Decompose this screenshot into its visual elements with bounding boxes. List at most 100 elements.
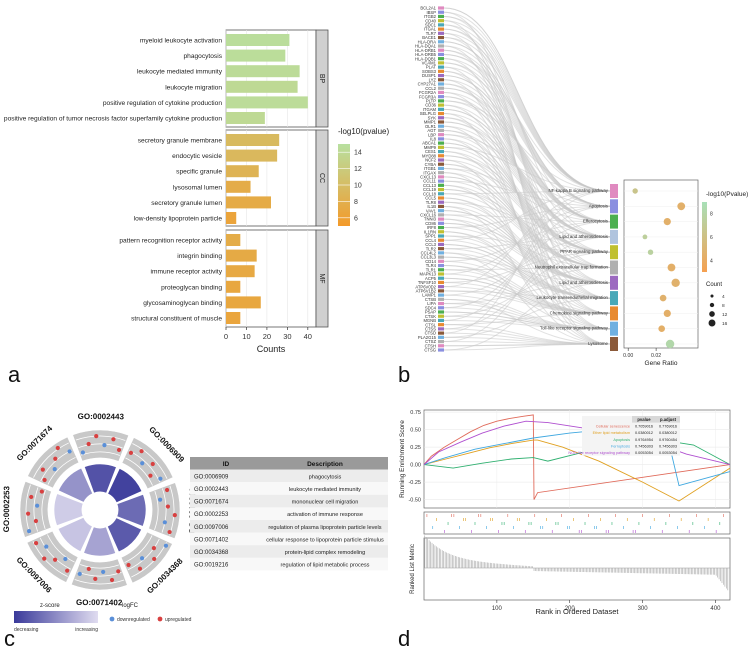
panel-a-term-label: secretory granule membrane	[138, 138, 223, 145]
panel-b-gene-label: ATP6V0D2	[415, 284, 436, 289]
panel-b-gene-label: BCL2A1	[420, 6, 436, 11]
panel-c-table-cell-id: GO:0071674	[194, 500, 229, 506]
panel-c-dot-down	[163, 543, 169, 548]
panel-b-gene-node	[438, 124, 444, 128]
panel-b-gene-node	[438, 90, 444, 95]
panel-b-gene-label: CCL19	[423, 187, 437, 192]
panel-b-gene-label: TLR1	[426, 267, 437, 272]
panel-a-term-label: pattern recognition receptor activity	[119, 238, 222, 245]
panel-c-zscore-segment	[116, 493, 147, 528]
panel-c-dot-up	[148, 473, 153, 478]
panel-b-sankey-link	[443, 155, 611, 238]
panel-c-ring-guide	[41, 490, 46, 530]
panel-b-gene-label: CTSH	[425, 343, 436, 348]
panel-a-legend-tick-label: 14	[354, 150, 362, 157]
panel-a-term-label: secretory granule lumen	[151, 200, 222, 207]
panel-b-sankey-link	[443, 66, 611, 207]
panel-b-gene-label: VAV1	[426, 208, 437, 213]
panel-c-table-cell-desc: mononuclear cell migration	[292, 500, 359, 506]
panel-b-dot	[677, 202, 686, 211]
panel-b-pathway-label: Leukocyte transendothelial migration	[536, 295, 608, 300]
panel-d-es-line	[423, 414, 731, 500]
panel-b-gene-label: CCL5	[425, 196, 436, 201]
panel-b-sankey-links	[443, 7, 611, 351]
panel-c-dot-down	[102, 443, 107, 448]
panel-c-dot-up	[139, 449, 144, 454]
panel-b-sankey-link	[443, 343, 611, 351]
panel-b-gene-node	[438, 35, 444, 40]
panel-b-sankey-link	[443, 201, 611, 238]
panel-c-dot-down	[101, 569, 106, 575]
panel-b-gene-label: CTSS	[425, 326, 436, 331]
panel-b-gene-label: CTSZ	[425, 339, 436, 344]
panel-b-gene-label: MYD88	[422, 153, 437, 158]
panel-a-bar	[226, 280, 241, 293]
panel-b-gene-label: HLA-DQA1	[415, 44, 437, 49]
panel-b-sankey-link	[443, 190, 611, 334]
panel-b-gene-node	[438, 263, 444, 268]
panel-c-dot-up	[42, 556, 47, 561]
panel-b-gene-label: DUSP1	[422, 73, 437, 78]
panel-d-table-header-pvalue: pvalue	[637, 417, 651, 422]
panel-b-dot	[663, 309, 671, 317]
panel-b-gene-node	[438, 137, 444, 141]
panel-b-pathway-node	[610, 184, 618, 198]
panel-b-size-label: 12	[722, 312, 728, 318]
panel-b-legend-colorbar	[702, 202, 707, 272]
panel-b-gene-node	[438, 187, 444, 192]
panel-b-gene-node	[438, 242, 444, 247]
panel-b-sankey-link	[443, 251, 611, 330]
panel-a-term-label: leukocyte migration	[165, 84, 222, 91]
panel-a-legend-title: -log10(pvalue)	[338, 127, 389, 136]
panel-b-gene-node	[438, 285, 444, 289]
panel-b-gene-label: LAMP1	[422, 293, 436, 298]
panel-b-gene-node	[438, 48, 444, 52]
panel-b-gene-node	[438, 162, 444, 166]
panel-c-dot-down	[52, 467, 57, 472]
panel-a-strip-MF	[315, 229, 329, 328]
panel-b-gene-label: ACP5	[425, 276, 437, 281]
panel-c-dot-up	[94, 433, 99, 439]
panel-b-pathway-label: Toll-like receptor signaling pathway	[540, 326, 609, 331]
panel-b-gene-label: TLR2	[426, 246, 437, 251]
panel-c-dot-down	[26, 529, 32, 534]
panel-b-gene-node	[438, 335, 444, 339]
panel-b-pathway-label: Chemokine signaling pathway	[550, 310, 609, 315]
panel-b-size-title: Count	[706, 282, 722, 288]
panel-b-gene-label: SYK	[428, 115, 437, 120]
panel-c-dot-down	[44, 544, 49, 549]
panel-a-facet-MF	[225, 229, 317, 328]
panel-b-gene-label: NCF2	[425, 158, 437, 163]
panel-d-table-header-bg	[632, 416, 680, 423]
panel-d-metric-frame	[423, 537, 731, 601]
panel-c-legend-down-dot	[109, 616, 115, 622]
panel-b-size-key	[708, 319, 716, 327]
panel-a-bar	[226, 296, 261, 309]
panel-a-bar	[226, 180, 251, 193]
panel-b-gene-node	[438, 95, 444, 99]
panel-b-xtick-label: 0.00	[623, 353, 633, 359]
panel-a-legend-tick-label: 12	[354, 166, 362, 173]
panel-b-gene-label: ITGAL	[424, 27, 437, 32]
panel-c-zscore-high: increasing	[75, 627, 98, 633]
panel-c-ring-guide	[75, 435, 126, 441]
panel-c-ring-guide	[127, 538, 160, 571]
panel-b-gene-label: MMP9	[424, 145, 437, 150]
panel-c-dot-down	[35, 503, 40, 508]
panel-a-strip-label-CC: CC	[318, 173, 325, 183]
panel-b-xtick-label: 0.02	[651, 353, 661, 359]
panel-c-ring-guide	[47, 534, 75, 563]
panel-b-pathway-node	[610, 337, 618, 351]
panel-b-gene-label: ITGB1	[424, 166, 437, 171]
panel-b-gene-label: CCL18	[423, 191, 437, 196]
panel-c-dot-up	[33, 541, 39, 546]
panel-c-dot-up	[52, 557, 58, 562]
panel-b-gene-node	[438, 103, 444, 107]
panel-b-gene-label: LYZ	[429, 77, 437, 82]
panel-b-sankey-link	[443, 319, 611, 330]
panel-b-gene-label: SDC1	[425, 22, 437, 27]
panel-b-gene-node	[438, 14, 444, 19]
panel-b-sankey-link	[443, 231, 611, 314]
panel-c-table-row	[190, 545, 388, 558]
panel-a-legend-tick-label: 10	[354, 183, 362, 190]
